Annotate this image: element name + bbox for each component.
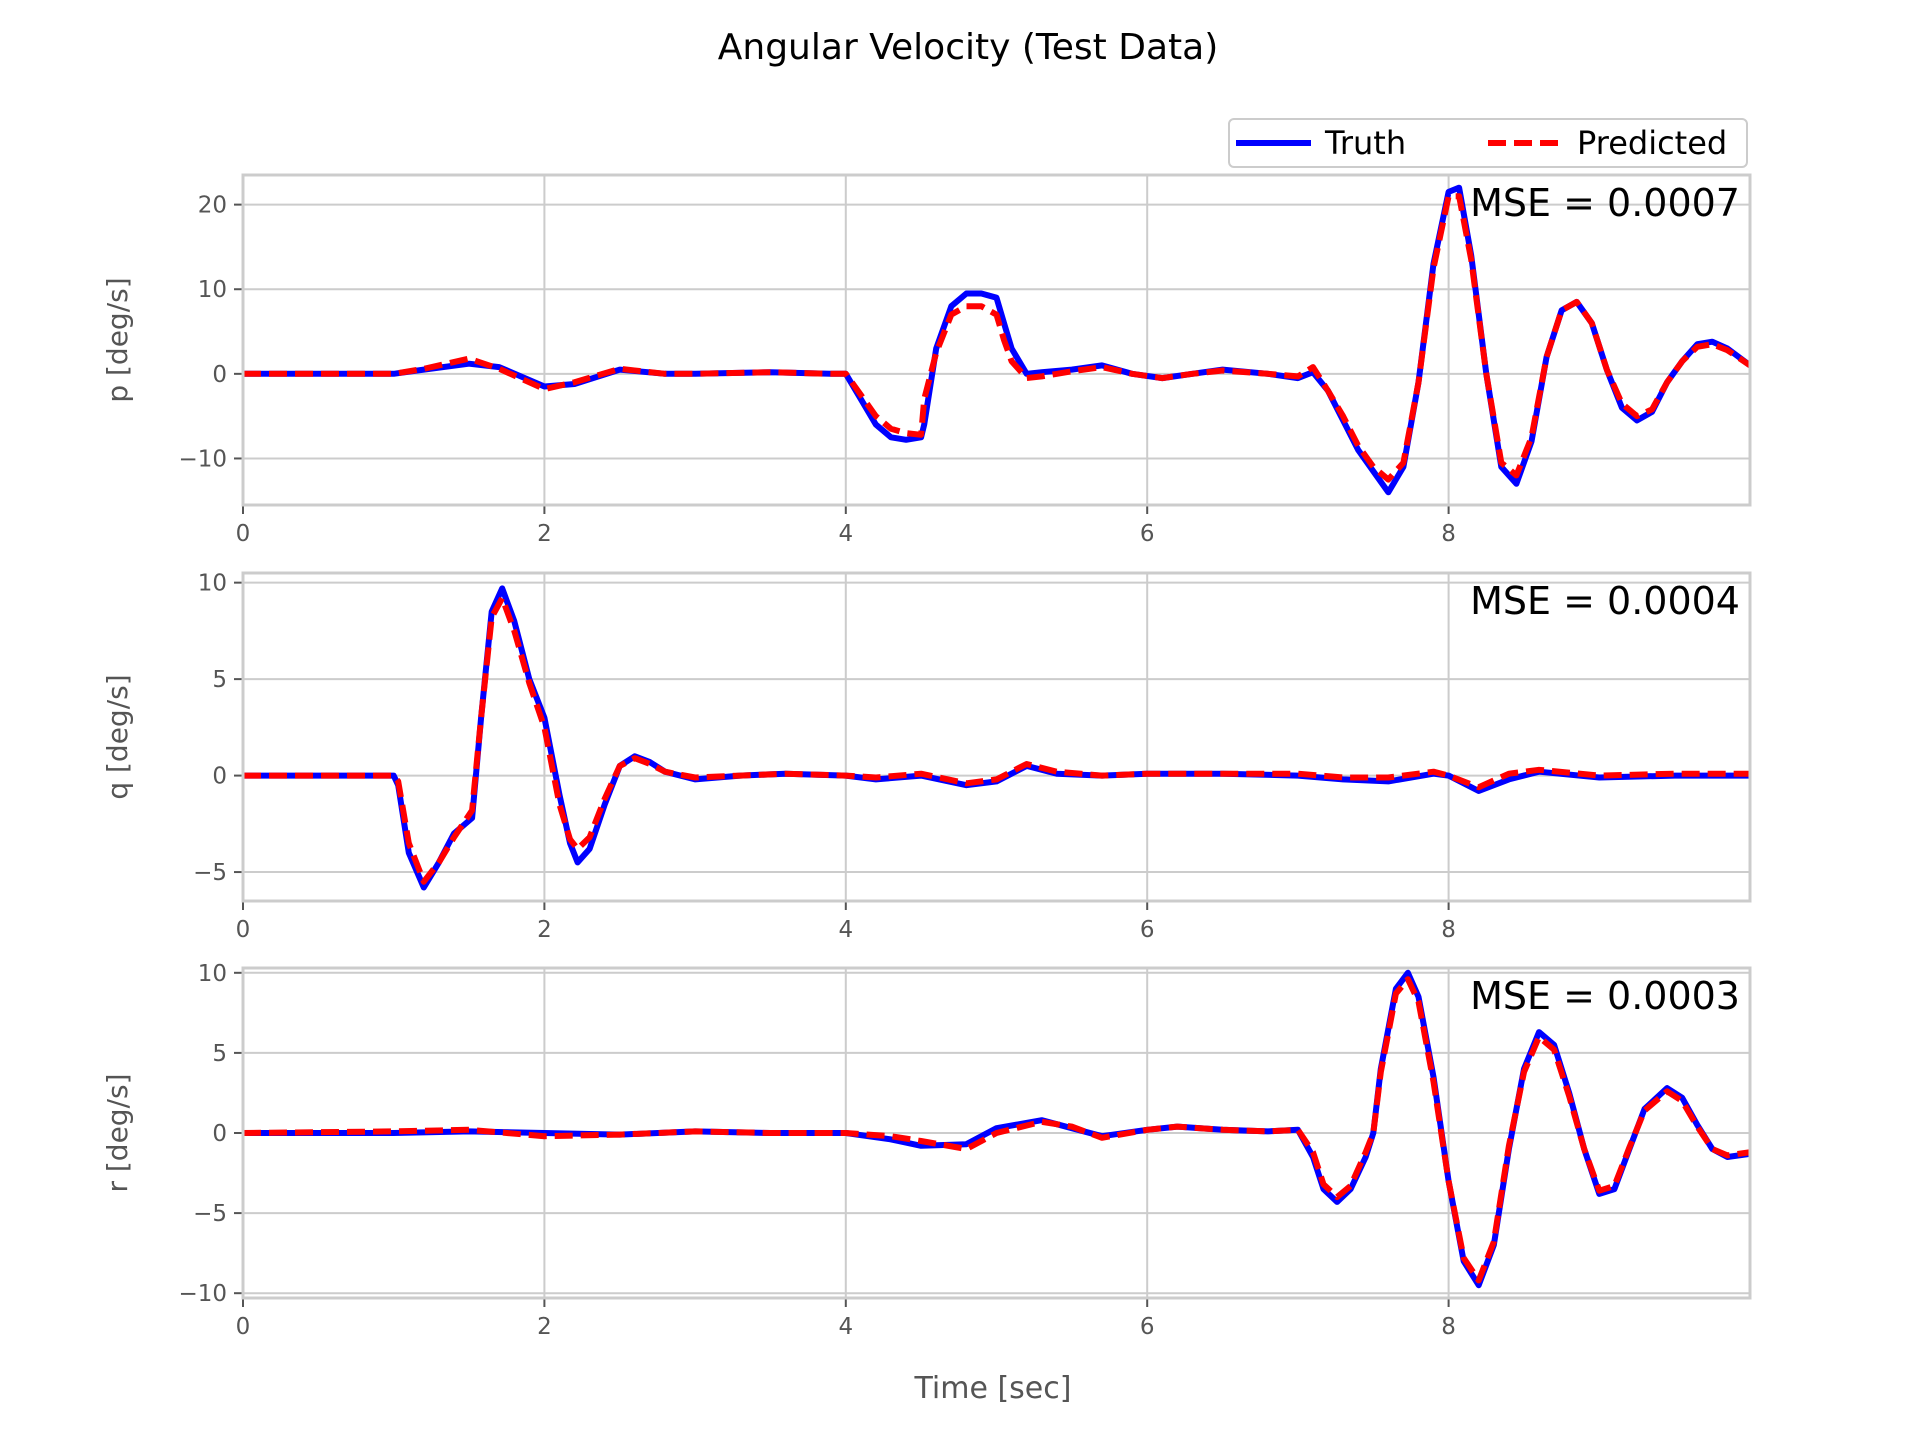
axes-frame-p	[241, 173, 1752, 507]
y-axis-label-q: q [deg/s]	[101, 674, 134, 799]
y-tick-label: −5	[193, 860, 227, 886]
mse-annotation-r: MSE = 0.0003	[1470, 974, 1740, 1018]
y-tick-label: −10	[178, 1281, 227, 1307]
x-tick-label: 6	[1140, 1314, 1155, 1340]
y-axis-label-r: r [deg/s]	[101, 1073, 134, 1192]
mse-annotation-q: MSE = 0.0004	[1470, 579, 1740, 623]
series-line-truth-q	[243, 585, 1750, 891]
y-tick-label: −5	[193, 1201, 227, 1227]
x-tick-label: 4	[838, 521, 853, 547]
mse-annotation-p: MSE = 0.0007	[1470, 181, 1740, 225]
y-tick-label: −10	[178, 446, 227, 472]
y-tick-label: 10	[198, 571, 227, 597]
plot-area-q	[243, 573, 1750, 901]
series-line-predicted-p	[243, 193, 1750, 483]
y-axis-label-p: p [deg/s]	[101, 277, 134, 402]
x-tick-label: 0	[236, 521, 251, 547]
y-tick-label: 5	[212, 1041, 227, 1067]
x-tick-label: 2	[537, 1314, 552, 1340]
x-tick-label: 4	[838, 917, 853, 943]
x-tick-label: 8	[1441, 917, 1456, 943]
x-tick-label: 4	[838, 1314, 853, 1340]
y-tick-label: 0	[212, 362, 227, 388]
y-tick-label: 0	[212, 764, 227, 790]
x-tick-label: 8	[1441, 1314, 1456, 1340]
y-tick-label: 10	[198, 961, 227, 987]
axes-frame-r	[241, 966, 1752, 1300]
x-tick-label: 8	[1441, 521, 1456, 547]
x-tick-label: 6	[1140, 521, 1155, 547]
y-tick-label: 5	[212, 667, 227, 693]
x-tick-label: 2	[537, 917, 552, 943]
legend-predicted-label: Predicted	[1577, 124, 1727, 162]
panel-q: 0 2 4 6 8 10 5 0 −5 q [deg/s] MSE = 0.0004	[101, 571, 1752, 943]
series-line-predicted-r	[243, 976, 1750, 1284]
x-axis-label: Time [sec]	[914, 1371, 1072, 1406]
panel-r: 0 2 4 6 8 10 5 0 −5 −10 r [deg/s] MSE = 0.0003	[101, 961, 1752, 1340]
x-tick-label: 0	[236, 917, 251, 943]
y-tick-label: 20	[198, 193, 227, 219]
y-tick-label: 0	[212, 1121, 227, 1147]
series-line-predicted-q	[243, 595, 1750, 885]
legend-truth-label: Truth	[1324, 124, 1406, 162]
chart-title: Angular Velocity (Test Data)	[718, 27, 1218, 68]
axes-frame-q	[241, 571, 1752, 903]
y-tick-label: 10	[198, 277, 227, 303]
panel-p: 0 2 4 6 8 20 10 0 −10 p [deg/s] MSE = 0.0007	[101, 173, 1752, 547]
series-line-truth-r	[243, 969, 1750, 1289]
x-tick-label: 6	[1140, 917, 1155, 943]
x-tick-label: 0	[236, 1314, 251, 1340]
x-tick-label: 2	[537, 521, 552, 547]
legend: Truth Predicted	[1228, 118, 1748, 168]
